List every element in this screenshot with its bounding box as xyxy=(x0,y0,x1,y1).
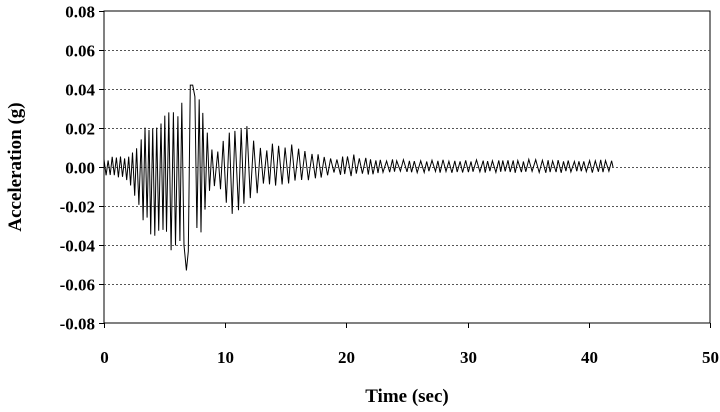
x-axis-title: Time (sec) xyxy=(365,386,449,407)
y-tick-label: -0.06 xyxy=(60,276,95,295)
plot-area xyxy=(103,10,711,324)
x-tick-label: 0 xyxy=(100,348,109,367)
y-tick-label: -0.02 xyxy=(60,198,95,217)
y-tick-label: 0.06 xyxy=(65,42,95,61)
y-tick-label: 0.02 xyxy=(65,120,95,139)
x-tick-label: 20 xyxy=(338,348,355,367)
acceleration-line xyxy=(103,84,614,271)
y-tick-label: -0.04 xyxy=(60,237,96,256)
gridlines-overlay xyxy=(104,50,710,285)
x-tick-label: 40 xyxy=(581,348,598,367)
x-tick-label: 30 xyxy=(460,348,477,367)
x-tick-label: 10 xyxy=(217,348,234,367)
y-axis-ticks: 0.08 0.06 0.04 0.02 0.00 -0.02 -0.04 -0.06 -0.08 xyxy=(60,3,104,334)
y-tick-label: 0.04 xyxy=(65,81,95,100)
y-tick-label: 0.08 xyxy=(65,3,95,22)
x-tick-label: 50 xyxy=(702,348,719,367)
acceleration-series xyxy=(103,84,614,271)
x-axis-ticks: 0 10 20 30 40 50 xyxy=(100,323,719,367)
y-tick-label: 0.00 xyxy=(65,159,95,178)
y-axis-title: Acceleration (g) xyxy=(5,102,26,231)
y-tick-label: -0.08 xyxy=(60,315,95,334)
